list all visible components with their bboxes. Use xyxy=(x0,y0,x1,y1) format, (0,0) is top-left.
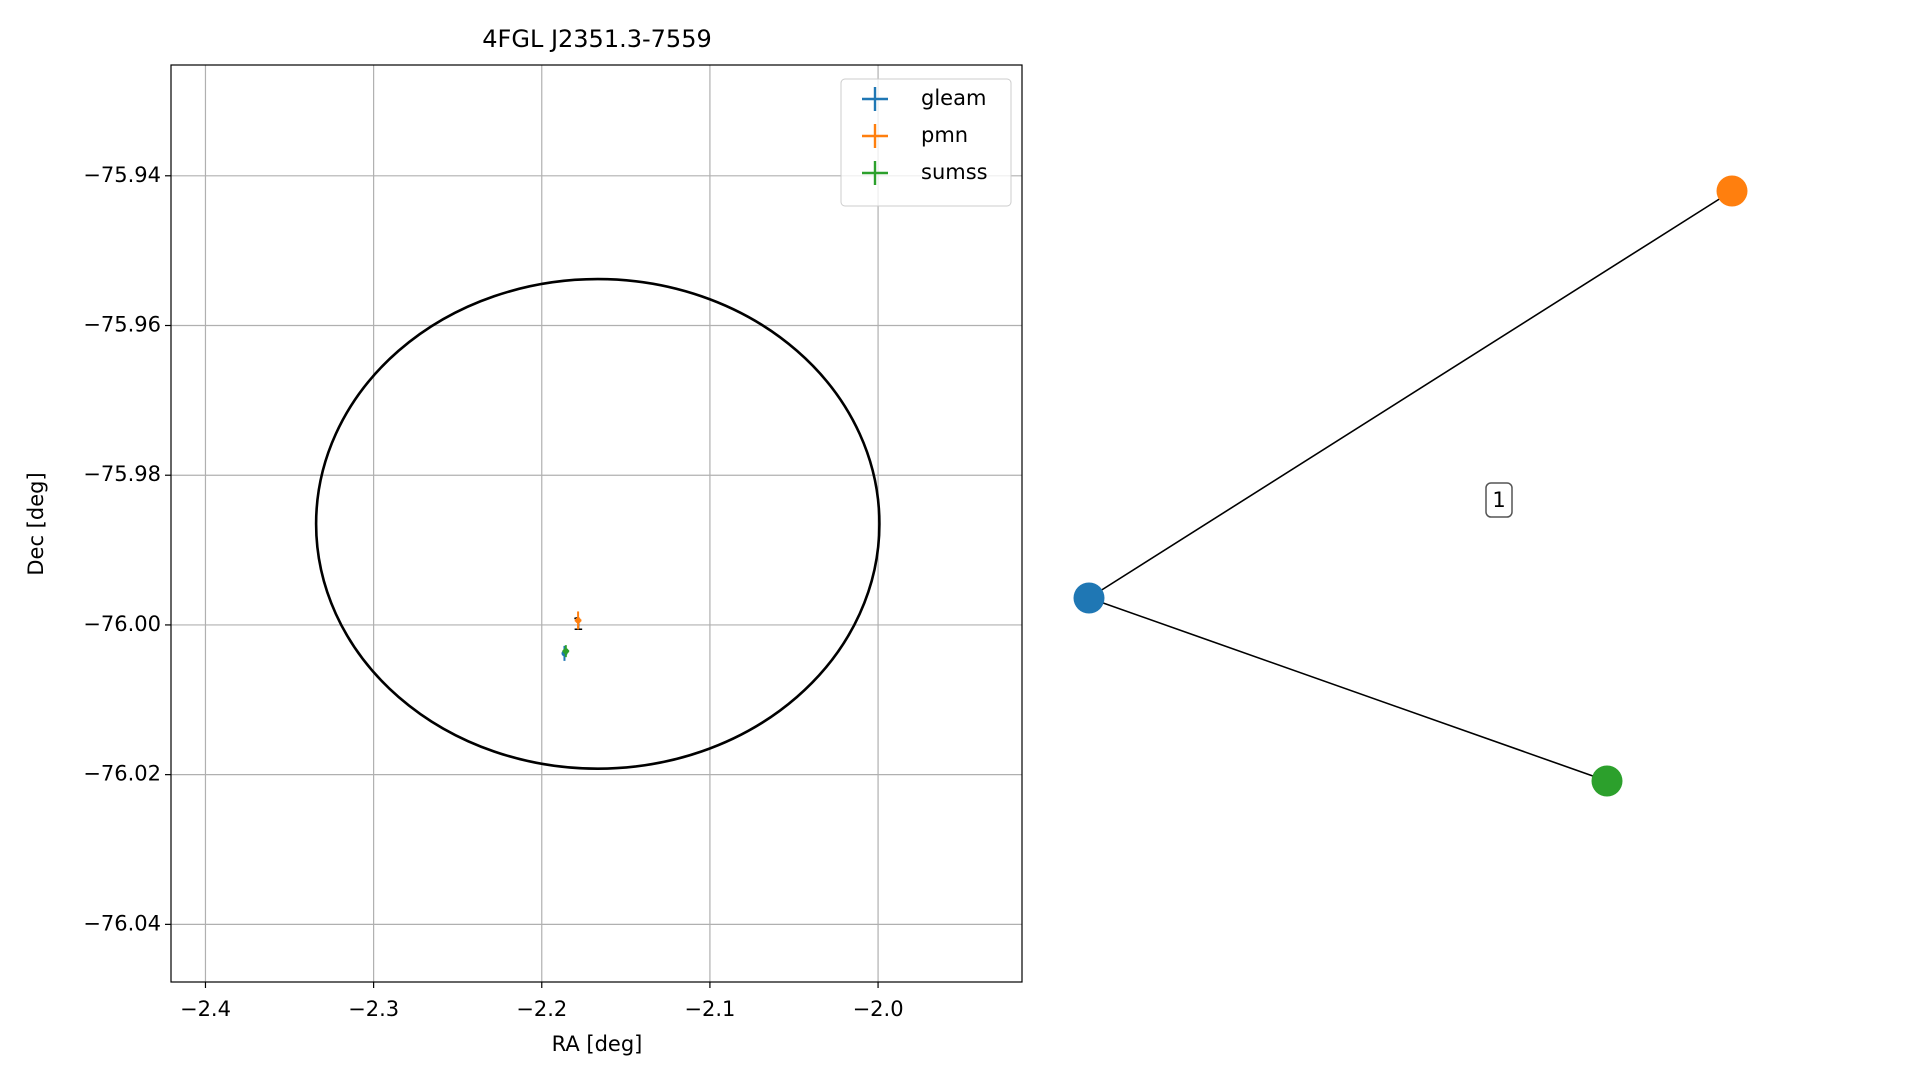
data-point xyxy=(575,617,582,624)
y-tick-label: −76.04 xyxy=(83,911,161,935)
x-tick-label: −2.4 xyxy=(180,997,231,1021)
legend-label: sumss xyxy=(921,160,988,184)
graph-edge xyxy=(1088,597,1608,782)
axes-frame xyxy=(170,64,1023,983)
edge-label: 1 xyxy=(1492,488,1505,512)
error-ellipse xyxy=(314,277,881,770)
y-tick-label: −76.00 xyxy=(83,612,161,636)
y-tick-label: −76.02 xyxy=(83,762,161,786)
x-tick-label: −2.1 xyxy=(684,997,735,1021)
x-tick-label: −2.3 xyxy=(348,997,399,1021)
legend-label: gleam xyxy=(921,86,986,110)
graph-node xyxy=(1591,765,1623,797)
edge-label-box xyxy=(1485,482,1513,518)
x-axis-label: RA [deg] xyxy=(552,1032,643,1056)
graph-node xyxy=(1716,175,1748,207)
chart-title: 4FGL J2351.3-7559 xyxy=(482,25,711,53)
y-axis-label: Dec [deg] xyxy=(24,472,48,575)
legend-box xyxy=(840,78,1012,207)
y-tick-label: −75.94 xyxy=(83,163,161,187)
x-tick-label: −2.0 xyxy=(853,997,904,1021)
y-tick-label: −75.98 xyxy=(83,462,161,486)
graph-node xyxy=(1073,582,1105,614)
y-tick-label: −75.96 xyxy=(83,313,161,337)
data-point xyxy=(562,648,569,655)
legend-label: pmn xyxy=(921,123,968,147)
graph-edge xyxy=(1088,190,1733,599)
x-tick-label: −2.2 xyxy=(516,997,567,1021)
